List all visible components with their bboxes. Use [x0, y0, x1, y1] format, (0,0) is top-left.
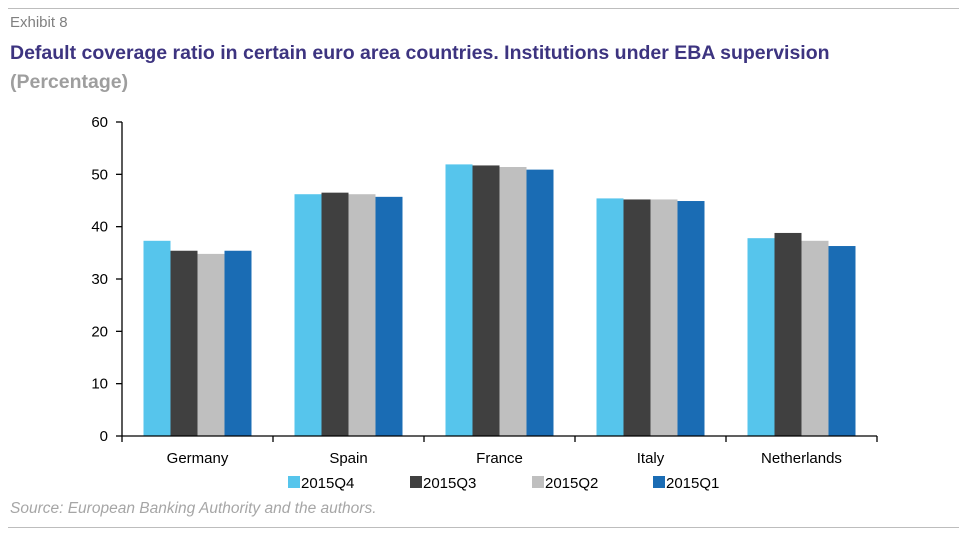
legend-label-2015q4: 2015Q4 — [301, 475, 354, 492]
legend-swatch-2015q1 — [653, 476, 665, 488]
legend-label-2015q1: 2015Q1 — [666, 475, 719, 492]
x-tick-label: France — [476, 450, 523, 467]
legend-swatch-2015q3 — [410, 476, 422, 488]
bar-2015q1-germany — [224, 250, 252, 436]
legend-label-2015q2: 2015Q2 — [545, 475, 598, 492]
x-tick-label: Italy — [637, 450, 665, 467]
y-tick-label: 0 — [100, 428, 108, 445]
bar-2015q2-germany — [197, 253, 225, 436]
bar-2015q4-germany — [143, 240, 171, 436]
legend-swatch-2015q4 — [288, 476, 300, 488]
bar-2015q3-netherlands — [774, 232, 802, 436]
y-tick-label: 20 — [91, 323, 108, 340]
chart-subtitle: (Percentage) — [10, 71, 129, 93]
x-tick-label: Spain — [329, 450, 367, 467]
bar-2015q1-italy — [677, 201, 705, 436]
y-tick-label: 40 — [91, 219, 108, 236]
bar-2015q3-italy — [623, 199, 651, 436]
bar-2015q1-spain — [375, 196, 403, 436]
chart-title: Default coverage ratio in certain euro a… — [10, 42, 830, 64]
y-tick-label: 60 — [91, 114, 108, 131]
bar-2015q3-france — [472, 165, 500, 437]
bar-2015q2-italy — [650, 199, 678, 436]
top-rule — [8, 8, 959, 9]
y-tick-label: 50 — [91, 166, 108, 183]
bar-2015q4-france — [445, 164, 473, 436]
bar-2015q2-france — [499, 167, 527, 437]
exhibit-label: Exhibit 8 — [10, 14, 68, 31]
bar-2015q2-spain — [348, 194, 376, 436]
x-tick-label: Netherlands — [761, 450, 842, 467]
bar-2015q2-netherlands — [801, 240, 829, 436]
y-tick-label: 10 — [91, 376, 108, 393]
bar-2015q1-france — [526, 169, 554, 436]
legend-swatch-2015q2 — [532, 476, 544, 488]
legend-label-2015q3: 2015Q3 — [423, 475, 476, 492]
source-note: Source: European Banking Authority and t… — [10, 500, 377, 517]
bar-2015q4-spain — [294, 194, 322, 436]
bottom-rule — [8, 527, 959, 528]
bar-2015q1-netherlands — [828, 246, 856, 436]
y-tick-label: 30 — [91, 271, 108, 288]
bar-2015q4-netherlands — [747, 238, 775, 436]
bar-2015q4-italy — [596, 198, 624, 436]
x-tick-label: Germany — [167, 450, 229, 467]
bar-2015q3-germany — [170, 250, 198, 436]
bar-2015q3-spain — [321, 192, 349, 436]
